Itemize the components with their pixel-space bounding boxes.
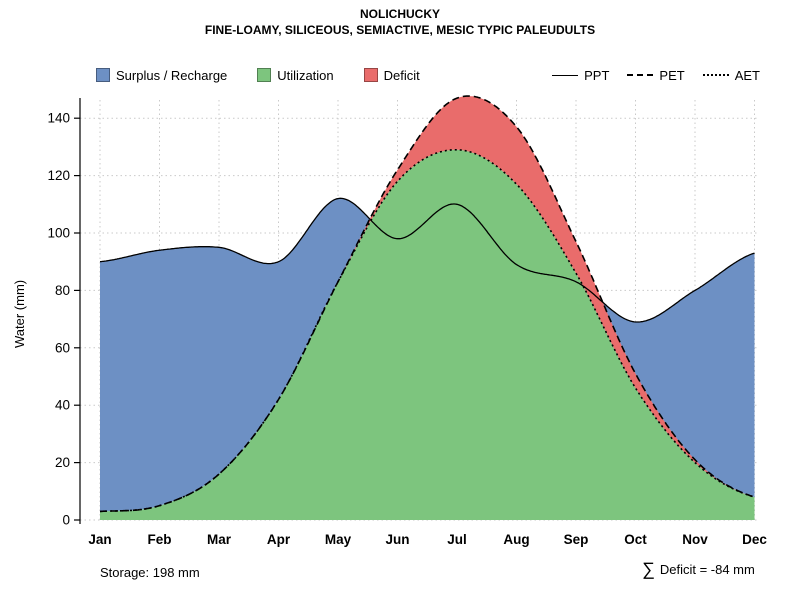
x-tick-label: Mar [207,532,232,547]
y-tick-label: 140 [47,111,70,126]
sigma-icon: ∑ [642,559,655,579]
x-tick-label: Jul [447,532,467,547]
dashed-line-icon [627,74,654,76]
legend-item-deficit: Deficit [363,67,420,83]
legend-area-group: Surplus / Recharge Utilization Deficit [96,68,420,83]
chart-title: NOLICHUCKY [360,7,440,21]
surplus-swatch-icon [96,68,110,82]
y-tick-label: 80 [55,283,70,298]
solid-line-icon [552,74,579,76]
legend-label-utilization: Utilization [277,67,334,83]
x-tick-label: Jun [385,532,409,547]
dotted-line-icon [702,74,729,76]
legend-label-pet: PET [659,67,685,83]
x-tick-label: Feb [147,532,171,547]
surplus-area [584,253,755,497]
legend-item-utilization: Utilization [257,67,334,83]
x-tick-label: Oct [624,532,647,547]
x-tick-label: May [325,532,352,547]
x-tick-label: Dec [742,532,767,547]
y-tick-label: 60 [55,340,70,355]
chart-header: NOLICHUCKY FINE-LOAMY, SILICEOUS, SEMIAC… [0,6,800,38]
storage-annotation: Storage: 198 mm [100,565,200,580]
aet-line [99,149,755,513]
utilization-swatch-icon [257,68,272,82]
x-tick-label: Aug [503,532,529,547]
legend-line-group: PPT PET AET [552,68,760,83]
deficit-annotation-text: Deficit = -84 mm [659,561,755,577]
legend-label-ppt: PPT [584,67,610,83]
x-tick-label: Apr [267,532,291,547]
ppt-line [99,197,755,323]
legend-label-aet: AET [734,67,760,83]
legend-item-pet: PET [627,67,685,83]
x-tick-label: Jan [88,532,111,547]
y-tick-label: 20 [55,455,70,470]
y-tick-label: 100 [47,226,70,241]
y-tick-label: 40 [55,398,70,413]
x-tick-label: Sep [564,532,589,547]
legend-item-ppt: PPT [552,68,609,83]
legend: Surplus / Recharge Utilization Deficit P… [96,66,760,84]
chart-subtitle: FINE-LOAMY, SILICEOUS, SEMIACTIVE, MESIC… [204,23,596,37]
y-tick-label: 0 [62,513,70,528]
deficit-annotation: ∑ Deficit = -84 mm [642,560,755,578]
legend-label-deficit: Deficit [383,67,420,83]
legend-label-surplus: Surplus / Recharge [116,67,228,83]
surplus-area [100,198,371,512]
legend-item-aet: AET [702,67,760,83]
x-tick-label: Nov [682,532,708,547]
utilization-area [100,149,755,521]
legend-item-surplus: Surplus / Recharge [96,68,227,83]
deficit-swatch-icon [363,68,378,82]
deficit-area [340,96,748,495]
y-tick-label: 120 [47,168,70,183]
